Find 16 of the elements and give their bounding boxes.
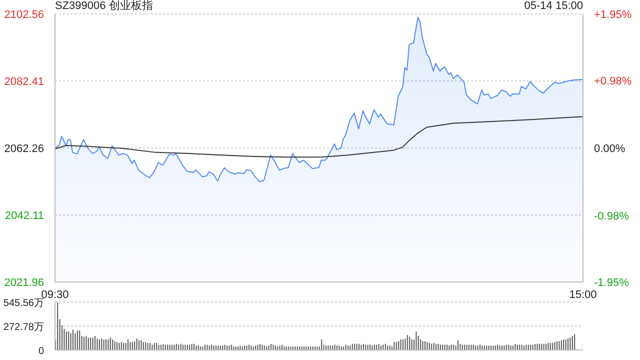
y2-tick-label: -1.95% — [594, 277, 630, 289]
y2-tick-label: +1.95% — [594, 9, 632, 21]
y-tick-label: 2021.96 — [4, 277, 44, 289]
y-tick-label: 272.78万 — [3, 322, 44, 333]
y-tick-label: 545.56万 — [3, 298, 44, 309]
text: 05-14 15:00 — [524, 0, 583, 13]
chart-title: SZ399006 创业板指 — [55, 0, 153, 13]
x-tick-label: 15:00 — [569, 288, 597, 301]
y-tick-label: 2042.11 — [5, 210, 44, 222]
y2-tick-label: 0.00% — [594, 143, 626, 155]
y2-tick-label: +0.98% — [594, 76, 632, 88]
y-tick-label: 2062.26 — [4, 143, 44, 155]
y-tick-label: 2082.41 — [4, 76, 44, 88]
y-tick-label: 2102.56 — [4, 9, 44, 21]
y-tick-label: 0 — [38, 346, 44, 357]
y2-tick-label: -0.98% — [594, 210, 630, 222]
